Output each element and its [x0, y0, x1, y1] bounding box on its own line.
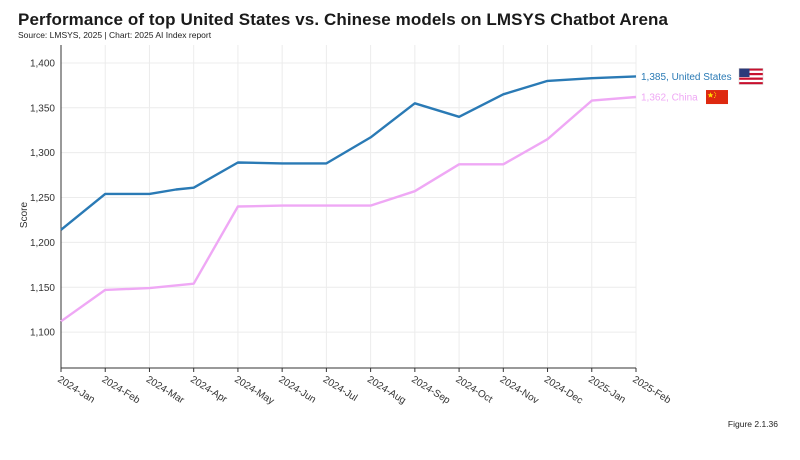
y-axis-ticks: 1,100 1,150 1,200 1,250 1,300 1,350 1,400 [30, 58, 55, 338]
x-tick-label: 2025-Feb [630, 374, 673, 406]
x-tick-label: 2024-Oct [453, 374, 494, 405]
axes [60, 45, 637, 372]
end-label: 1,362, China [641, 93, 698, 104]
x-tick-label: 2024-Mar [144, 374, 187, 406]
y-tick-label: 1,100 [30, 328, 55, 339]
x-tick-label: 2024-Sep [409, 374, 452, 407]
y-tick-label: 1,400 [30, 58, 55, 69]
y-tick-label: 1,350 [30, 103, 55, 114]
series-lines [60, 75, 637, 323]
flag-small-star [714, 96, 716, 98]
series-line-united-states [60, 75, 637, 231]
flag-stripe [739, 77, 763, 80]
x-tick-label: 2024-Jan [55, 374, 96, 405]
x-tick-label: 2024-Dec [542, 374, 585, 406]
y-tick-label: 1,250 [30, 193, 55, 204]
y-tick-label: 1,300 [30, 148, 55, 159]
flag-stripe [739, 75, 763, 78]
y-tick-label: 1,150 [30, 283, 55, 294]
x-tick-label: 2024-Jul [321, 374, 359, 404]
x-tick-label: 2024-Feb [100, 374, 143, 406]
flag-small-star [714, 91, 716, 93]
flag-small-star [715, 95, 717, 97]
x-tick-label: 2024-May [232, 374, 276, 407]
flag-canton [739, 68, 750, 78]
x-tick-label: 2024-Jun [277, 374, 318, 405]
x-tick-label: 2024-Apr [188, 374, 229, 405]
x-axis-ticks: 2024-Jan 2024-Feb 2024-Mar 2024-Apr 2024-May… [55, 374, 673, 407]
flag-small-star [715, 93, 717, 95]
flag-stripe [739, 72, 763, 76]
flag-border [738, 68, 764, 85]
series-line-china [60, 95, 637, 323]
y-axis-label: Score [19, 202, 30, 229]
end-label: 1,385, United States [641, 72, 732, 83]
x-tick-label: 2025-Jan [586, 374, 627, 405]
y-tick-label: 1,200 [30, 238, 55, 249]
flag-field [706, 90, 728, 105]
flag-stripe [739, 82, 763, 85]
chart-title: Performance of top United States vs. Chi… [18, 10, 669, 29]
flag-star [707, 92, 714, 98]
flag-stripe [739, 68, 763, 71]
flag-stripe [739, 79, 763, 83]
chart-subtitle: Source: LMSYS, 2025 | Chart: 2025 AI Ind… [18, 30, 212, 40]
china-flag-icon [706, 90, 728, 105]
figure-number: Figure 2.1.36 [727, 419, 778, 429]
us-flag-icon [738, 68, 764, 85]
end-labels: 1,385, United States 1,362, China [641, 68, 764, 105]
flag-stripe [739, 70, 763, 74]
x-tick-label: 2024-Nov [498, 374, 541, 406]
x-tick-label: 2024-Aug [365, 374, 408, 406]
